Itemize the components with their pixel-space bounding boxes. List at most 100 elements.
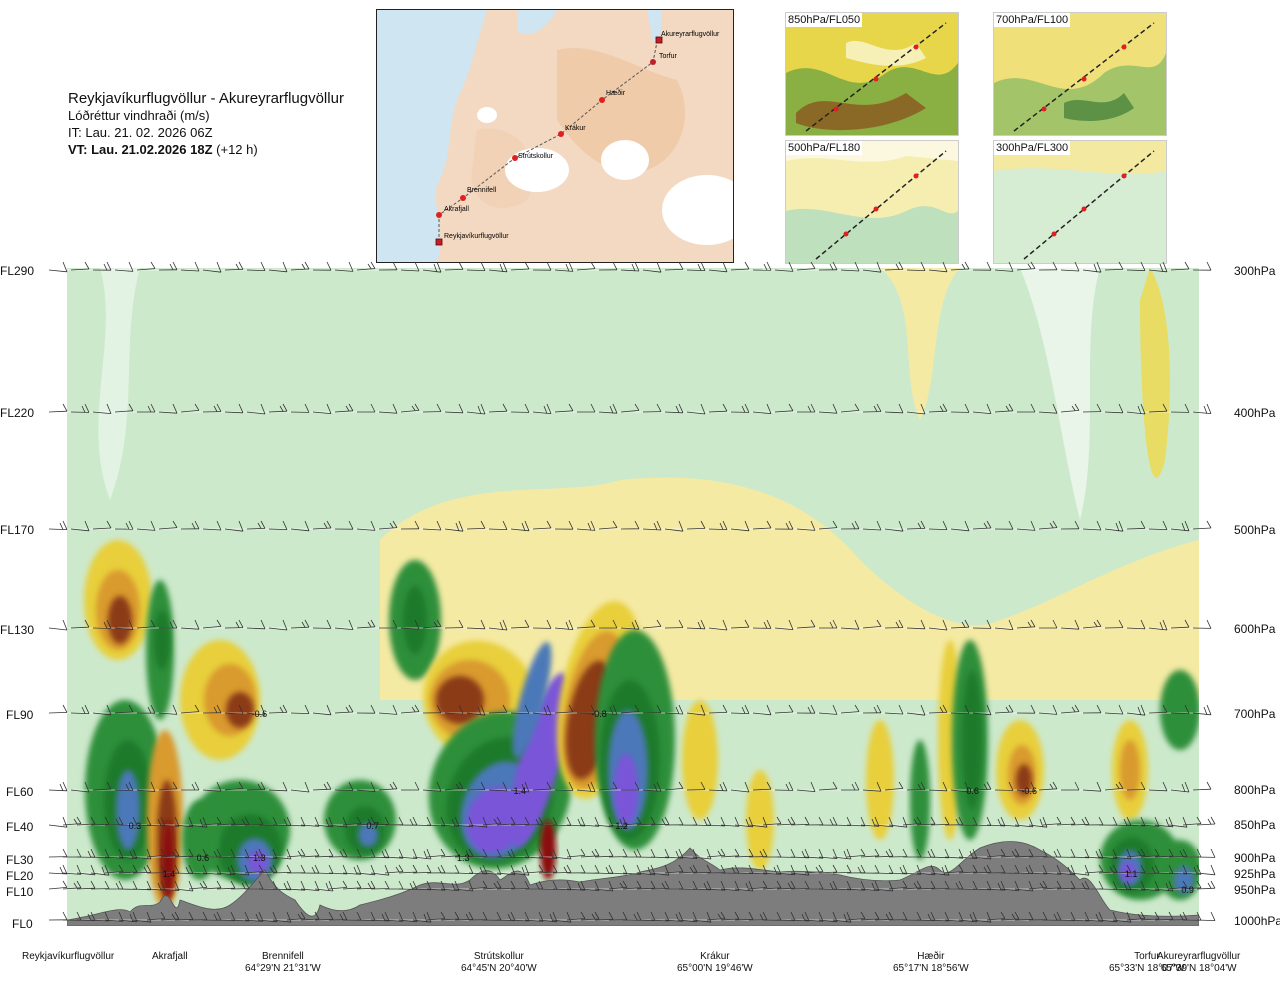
wind-barb-shaft bbox=[554, 627, 574, 630]
wind-barb-feather bbox=[62, 880, 68, 888]
wind-barb-feather bbox=[700, 781, 706, 790]
wind-barb-feather bbox=[392, 520, 398, 528]
wind-barb-feather bbox=[1098, 848, 1104, 859]
wind-barb bbox=[114, 261, 134, 272]
wind-barb-shaft bbox=[972, 824, 992, 826]
wind-barb-feather bbox=[104, 880, 110, 889]
wind-barb bbox=[1082, 704, 1102, 714]
wind-barb-feather bbox=[160, 911, 166, 919]
wind-barb-shaft bbox=[664, 528, 684, 532]
wind-barb-feather bbox=[832, 864, 838, 873]
wind-barb-feather bbox=[392, 261, 398, 270]
wind-barb-feather bbox=[748, 848, 754, 857]
wind-barb bbox=[902, 864, 922, 875]
wind-barb-feather bbox=[59, 783, 64, 791]
wind-barb-feather bbox=[745, 882, 750, 892]
wind-barb-feather bbox=[888, 848, 894, 857]
wind-barb bbox=[48, 864, 68, 875]
wind-barb bbox=[312, 619, 332, 629]
wind-barb bbox=[444, 619, 464, 629]
wind-barb-feather bbox=[1052, 261, 1058, 270]
thumbnail-500hpa[interactable]: 500hPa/FL180 bbox=[785, 140, 959, 264]
wind-barb-feather bbox=[1008, 261, 1014, 272]
wind-barb-feather bbox=[804, 816, 810, 825]
wind-barb-feather bbox=[426, 880, 432, 890]
wind-barb-feather bbox=[392, 704, 398, 715]
wind-barb bbox=[426, 848, 446, 858]
wind-barb-feather bbox=[1074, 520, 1080, 529]
wind-barb-shaft bbox=[776, 887, 796, 890]
wind-barb-shaft bbox=[76, 887, 96, 890]
wind-barb-feather bbox=[594, 864, 600, 874]
wind-barb-feather bbox=[634, 619, 640, 630]
wind-barb-feather bbox=[128, 520, 134, 530]
chart-header: Reykjavíkurflugvöllur - Akureyrarflugvöl… bbox=[68, 90, 344, 158]
wind-barb bbox=[412, 848, 432, 860]
wind-barb-shaft bbox=[384, 871, 404, 874]
wind-barb-feather bbox=[885, 913, 890, 920]
wind-barb bbox=[412, 880, 432, 891]
wind-barb-shaft bbox=[1082, 269, 1102, 273]
thumbnail-850hpa[interactable]: 850hPa/FL050 bbox=[785, 12, 959, 136]
wind-barb bbox=[312, 781, 332, 791]
wind-barb-feather bbox=[172, 781, 178, 790]
wind-barb-feather bbox=[846, 911, 852, 923]
value-label: 1.1 bbox=[1125, 869, 1138, 879]
wind-barb-shaft bbox=[796, 626, 816, 629]
value-label: -0.6 bbox=[1021, 786, 1037, 796]
wind-barb-feather bbox=[300, 864, 306, 873]
wind-barb-feather bbox=[678, 261, 684, 270]
wind-barb-shaft bbox=[1104, 411, 1124, 414]
wind-barb-feather bbox=[1071, 405, 1076, 411]
wind-barb bbox=[202, 704, 222, 714]
wind-barb-shaft bbox=[132, 856, 152, 860]
wind-barb-shaft bbox=[1000, 888, 1020, 891]
wind-barb bbox=[1196, 911, 1216, 921]
route-title: Reykjavíkurflugvöllur - Akureyrarflugvöl… bbox=[68, 90, 344, 107]
wind-barb-feather bbox=[1000, 880, 1006, 891]
wind-barb-shaft bbox=[1070, 872, 1090, 876]
wind-barb bbox=[636, 880, 656, 890]
wind-barb bbox=[454, 864, 474, 874]
wind-barb-feather bbox=[829, 818, 834, 826]
wind-barb-feather bbox=[1118, 781, 1124, 789]
wind-barb-shaft bbox=[1098, 871, 1118, 874]
wind-barb-shaft bbox=[1042, 887, 1062, 890]
wind-barb-feather bbox=[787, 818, 792, 825]
wind-barb bbox=[598, 403, 618, 414]
wind-barb-feather bbox=[260, 704, 266, 716]
wind-barb-feather bbox=[1093, 263, 1098, 273]
wind-barb-shaft bbox=[202, 887, 222, 890]
wind-barb-feather bbox=[1096, 704, 1102, 713]
thumbnail-300hpa-image bbox=[994, 141, 1166, 263]
wind-barb bbox=[1148, 403, 1168, 413]
wind-barb bbox=[762, 880, 782, 890]
wind-barb-shaft bbox=[510, 789, 530, 793]
thumbnail-300hpa[interactable]: 300hPa/FL300 bbox=[993, 140, 1167, 264]
wind-barb-shaft bbox=[762, 872, 782, 875]
wind-barb bbox=[708, 619, 728, 631]
wind-barb bbox=[748, 880, 768, 890]
wind-barb-feather bbox=[874, 911, 880, 920]
wind-barb-shaft bbox=[686, 712, 706, 716]
wind-barb-feather bbox=[1067, 866, 1072, 875]
wind-barb bbox=[272, 864, 292, 874]
wind-barb bbox=[488, 704, 508, 714]
wind-barb bbox=[552, 880, 572, 891]
thumbnail-700hpa[interactable]: 700hPa/FL100 bbox=[993, 12, 1167, 136]
wind-barb-shaft bbox=[1056, 919, 1076, 921]
wind-barb-shaft bbox=[576, 268, 596, 271]
wind-barb-feather bbox=[348, 781, 354, 791]
wind-barb-shaft bbox=[422, 626, 442, 629]
wind-barb bbox=[950, 619, 970, 629]
wind-barb bbox=[664, 403, 684, 414]
wind-barb-feather bbox=[326, 781, 332, 790]
wind-barb-shaft bbox=[994, 711, 1014, 714]
wind-barb-feather bbox=[587, 522, 592, 531]
station-label: Akrafjall bbox=[152, 951, 188, 963]
wind-barb-feather bbox=[90, 911, 96, 921]
waypoint-akureyri-marker bbox=[655, 36, 663, 44]
wind-barb bbox=[158, 261, 178, 271]
wind-barb-shaft bbox=[1112, 856, 1132, 860]
wind-barb bbox=[342, 880, 362, 890]
